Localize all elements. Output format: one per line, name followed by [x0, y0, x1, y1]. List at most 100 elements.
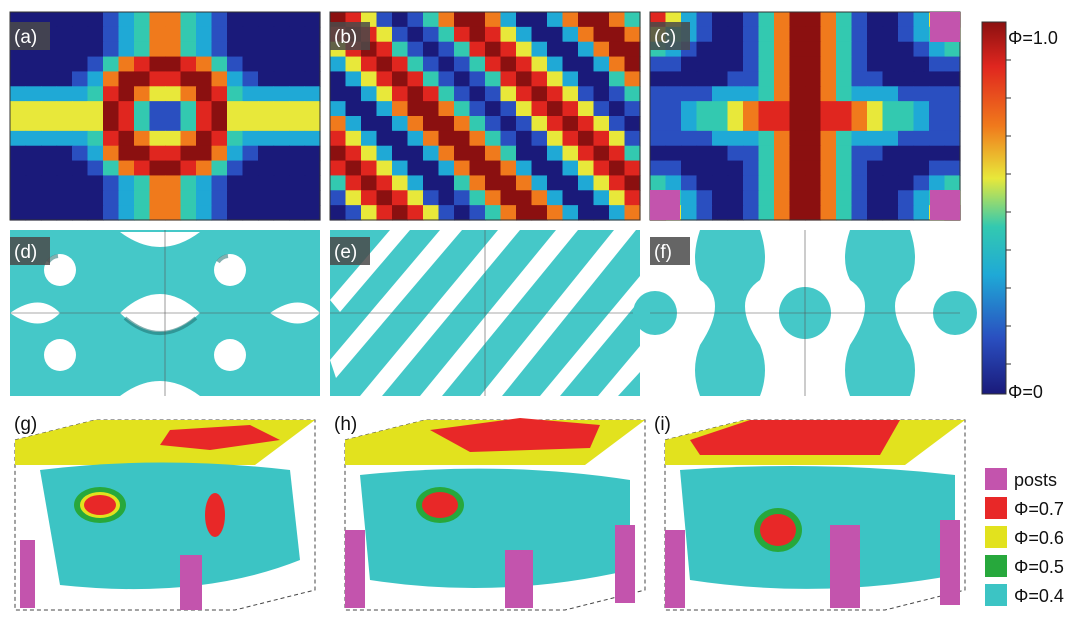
heatmap-cell — [258, 101, 275, 117]
heatmap-cell — [211, 86, 228, 102]
heatmap-cell — [227, 26, 244, 43]
heatmap-cell — [454, 26, 471, 43]
heatmap-cell — [774, 86, 791, 102]
heatmap-cell — [438, 175, 455, 191]
heatmap-cell — [913, 26, 930, 43]
heatmap-cell — [87, 175, 104, 191]
heatmap-cell — [41, 56, 58, 73]
heatmap-cell — [593, 101, 610, 117]
heatmap-cell — [944, 175, 961, 191]
heatmap-cell — [165, 175, 182, 191]
heatmap-cell — [149, 160, 166, 177]
heatmap-cell — [134, 160, 151, 177]
heatmap-cell — [345, 116, 362, 132]
heatmap-cell — [423, 205, 440, 221]
heatmap-cell — [609, 205, 626, 221]
heatmap-cell — [242, 205, 259, 221]
heatmap-cell — [593, 145, 610, 162]
heatmap-cell — [609, 101, 626, 117]
heatmap-cell — [56, 86, 73, 102]
heatmap-cell — [531, 130, 548, 147]
heatmap-cell — [392, 116, 409, 132]
heatmap-cell — [867, 190, 884, 206]
heatmap-cell — [516, 130, 533, 147]
heatmap-cell — [485, 175, 502, 191]
heatmap-cell — [330, 116, 347, 132]
heatmap-cell — [438, 41, 455, 58]
colorbar-min-label: Φ=0 — [1008, 382, 1043, 402]
heatmap-cell — [258, 130, 275, 147]
heatmap-cell — [882, 190, 899, 206]
heatmap-cell — [392, 205, 409, 221]
heatmap-cell — [289, 175, 306, 191]
heatmap-cell — [273, 116, 290, 132]
heatmap-cell — [289, 145, 306, 162]
heatmap-cell — [758, 71, 775, 87]
heatmap-cell — [578, 190, 595, 206]
heatmap-cell — [681, 71, 698, 87]
heatmap-cell — [681, 130, 698, 147]
heatmap-cell — [376, 41, 393, 58]
heatmap-cell — [273, 71, 290, 87]
panel-h-3d — [344, 418, 646, 611]
heatmap-cell — [578, 41, 595, 58]
heatmap-cell — [485, 41, 502, 58]
heatmap-cell — [423, 56, 440, 73]
heatmap-cell — [134, 190, 151, 206]
heatmap-cell — [789, 175, 806, 191]
heatmap-cell — [820, 116, 837, 132]
heatmap-cell — [593, 26, 610, 43]
legend-swatch-0.7 — [985, 497, 1007, 519]
heatmap-cell — [227, 12, 244, 28]
heatmap-cell — [547, 130, 564, 147]
heatmap-cell — [330, 145, 347, 162]
heatmap-cell — [882, 12, 899, 28]
heatmap-cell — [165, 56, 182, 73]
heatmap-cell — [609, 86, 626, 102]
heatmap-cell — [820, 175, 837, 191]
heatmap-cell — [743, 205, 760, 221]
heatmap-cell — [118, 145, 135, 162]
heatmap-cell — [392, 175, 409, 191]
heatmap-cell — [867, 175, 884, 191]
heatmap-cell — [345, 205, 362, 221]
heatmap-cell — [438, 130, 455, 147]
heatmap-cell — [547, 101, 564, 117]
heatmap-cell — [562, 101, 579, 117]
heatmap-cell — [376, 160, 393, 177]
heatmap-cell — [578, 101, 595, 117]
heatmap-cell — [624, 71, 641, 87]
heatmap-cell — [25, 145, 42, 162]
heatmap-cell — [196, 56, 213, 73]
heatmap-cell — [820, 145, 837, 162]
heatmap-cell — [41, 175, 58, 191]
heatmap-cell — [304, 56, 321, 73]
heatmap-cell — [624, 116, 641, 132]
heatmap-cell — [696, 175, 713, 191]
heatmap-cell — [929, 71, 946, 87]
heatmap-cell — [392, 12, 409, 28]
heatmap-cell — [41, 190, 58, 206]
heatmap-cell — [227, 145, 244, 162]
heatmap-cell — [851, 160, 868, 177]
heatmap-cell — [578, 145, 595, 162]
heatmap-cell — [913, 12, 930, 28]
heatmap-cell — [289, 160, 306, 177]
heatmap-cell — [836, 116, 853, 132]
heatmap-cell — [836, 160, 853, 177]
heatmap-cell — [696, 190, 713, 206]
heatmap-cell — [376, 175, 393, 191]
heatmap-cell — [774, 56, 791, 73]
heatmap-cell — [72, 205, 89, 221]
heatmap-cell — [485, 12, 502, 28]
heatmap-cell — [929, 56, 946, 73]
heatmap-cell — [929, 145, 946, 162]
heatmap-cell — [774, 26, 791, 43]
heatmap-cell — [289, 26, 306, 43]
heatmap-cell — [180, 205, 197, 221]
heatmap-cell — [485, 71, 502, 87]
heatmap-cell — [10, 175, 27, 191]
heatmap-cell — [851, 26, 868, 43]
heatmap-cell — [758, 86, 775, 102]
heatmap-cell — [485, 116, 502, 132]
